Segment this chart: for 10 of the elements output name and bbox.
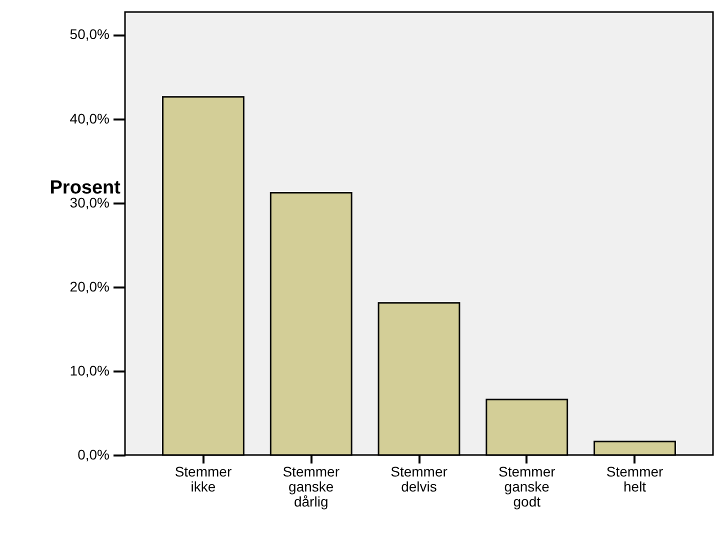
x-tick-label: Stemmer ikke [174,464,232,494]
x-tick-label: Stemmer ganske dårlig [282,464,340,510]
y-tick-label: 40,0% [70,110,110,126]
x-tick-label: Stemmer delvis [390,464,448,494]
y-tick-label: 20,0% [70,278,110,294]
y-tick-label: 50,0% [70,26,110,42]
x-tick-label: Stemmer helt [606,464,664,494]
y-tick-label: 0,0% [78,446,110,462]
y-tick-label: 10,0% [70,362,110,378]
x-tick-label: Stemmer ganske godt [498,464,556,510]
